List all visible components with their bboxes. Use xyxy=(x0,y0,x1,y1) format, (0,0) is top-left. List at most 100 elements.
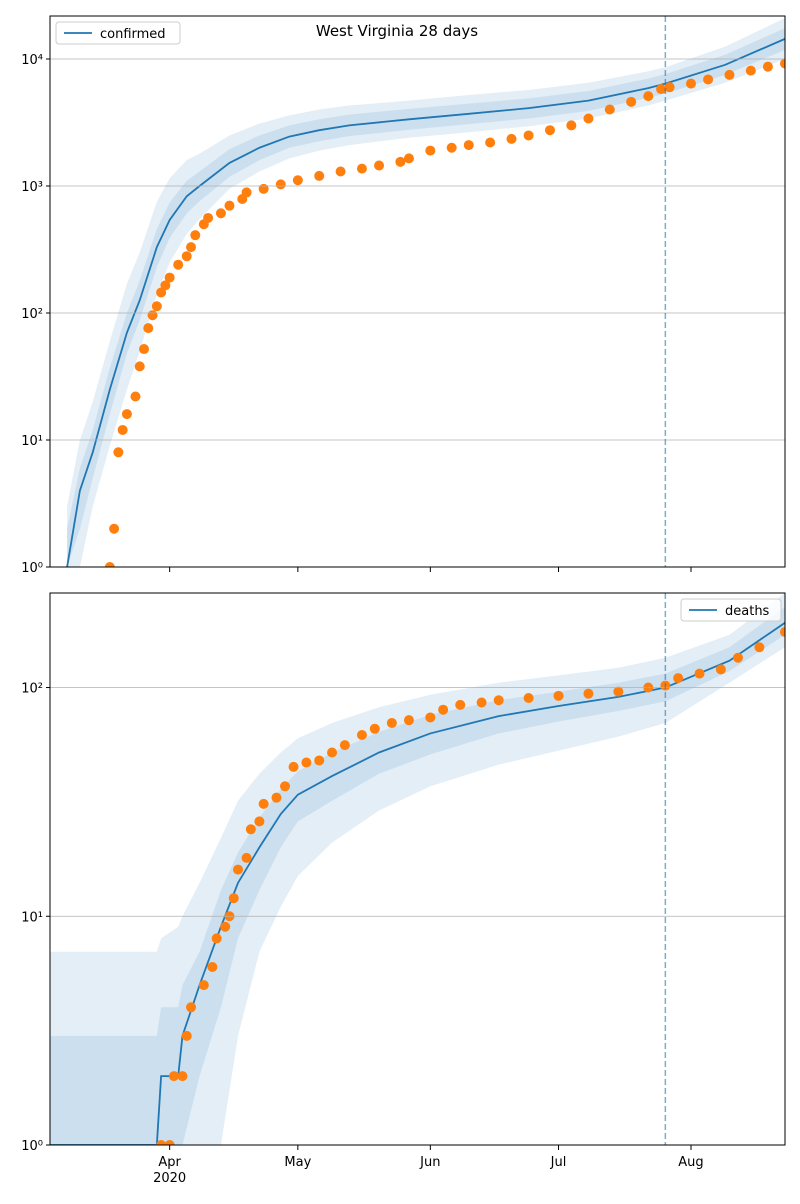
plot-area xyxy=(50,593,785,1145)
observed-point xyxy=(506,133,517,144)
observed-point xyxy=(425,145,436,156)
y-tick-label: 10² xyxy=(21,682,43,697)
observed-point xyxy=(780,626,785,637)
y-tick-label: 10⁰ xyxy=(21,561,43,576)
observed-point xyxy=(446,142,457,153)
observed-point xyxy=(476,697,487,708)
observed-point xyxy=(664,82,675,93)
observed-point xyxy=(762,61,773,72)
observed-point xyxy=(139,344,150,355)
observed-point xyxy=(220,921,231,932)
observed-point xyxy=(715,664,726,675)
observed-point xyxy=(685,78,696,89)
observed-point xyxy=(438,704,449,715)
uncertainty-band xyxy=(67,28,785,567)
y-tick-label: 10² xyxy=(21,307,43,322)
observed-point xyxy=(724,69,735,80)
observed-point xyxy=(566,120,577,131)
chart-title: West Virginia 28 days xyxy=(316,22,478,40)
observed-point xyxy=(301,757,312,768)
observed-point xyxy=(164,272,175,283)
y-tick-label: 10³ xyxy=(21,180,43,195)
observed-point xyxy=(780,58,785,69)
observed-point xyxy=(258,798,269,809)
observed-point xyxy=(224,200,235,211)
legend-label: confirmed xyxy=(100,27,166,42)
observed-point xyxy=(156,1140,167,1145)
observed-point xyxy=(173,259,184,270)
observed-point xyxy=(395,156,406,167)
observed-point xyxy=(369,723,380,734)
observed-point xyxy=(386,717,397,728)
observed-point xyxy=(356,163,367,174)
observed-point xyxy=(613,686,624,697)
observed-point xyxy=(485,137,496,148)
x-year-label: 2020 xyxy=(153,1171,186,1186)
observed-point xyxy=(198,980,209,991)
observed-point xyxy=(275,179,286,190)
observed-point xyxy=(280,781,291,792)
observed-point xyxy=(121,409,132,420)
observed-point xyxy=(181,1030,192,1041)
observed-point xyxy=(583,688,594,699)
observed-point xyxy=(403,153,414,164)
observed-point xyxy=(109,523,120,534)
observed-point xyxy=(143,323,154,334)
observed-point xyxy=(254,816,265,827)
observed-point xyxy=(626,96,637,107)
observed-point xyxy=(314,170,325,181)
observed-point xyxy=(493,695,504,706)
uncertainty-band xyxy=(50,606,785,1145)
observed-point xyxy=(463,140,474,151)
observed-point xyxy=(186,242,197,253)
observed-point xyxy=(271,792,282,803)
y-tick-label: 10⁰ xyxy=(21,1139,43,1154)
observed-point xyxy=(207,962,218,973)
observed-point xyxy=(314,755,325,766)
observed-point xyxy=(327,747,338,758)
observed-point xyxy=(168,1071,179,1082)
observed-point xyxy=(241,852,252,863)
observed-point xyxy=(374,160,385,171)
observed-point xyxy=(245,824,256,835)
observed-point xyxy=(130,391,141,402)
x-tick-label: Aug xyxy=(678,1155,703,1170)
observed-point xyxy=(335,166,346,177)
observed-point xyxy=(703,74,714,85)
observed-point xyxy=(151,301,162,312)
x-tick-label: May xyxy=(284,1155,311,1170)
observed-point xyxy=(160,280,171,291)
observed-point xyxy=(117,424,128,435)
y-tick-label: 10¹ xyxy=(21,434,43,449)
y-tick-label: 10¹ xyxy=(21,910,43,925)
observed-point xyxy=(583,113,594,124)
observed-point xyxy=(694,668,705,679)
observed-point xyxy=(656,84,667,95)
observed-point xyxy=(455,699,466,710)
observed-point xyxy=(228,893,239,904)
model-line xyxy=(50,621,785,1145)
model-line xyxy=(66,38,785,567)
x-tick-label: Jul xyxy=(550,1155,567,1170)
observed-point xyxy=(732,652,743,663)
axes-frame xyxy=(49,15,786,568)
observed-point xyxy=(745,65,756,76)
observed-point xyxy=(425,712,436,723)
y-tick-label: 10⁴ xyxy=(21,53,43,68)
observed-point xyxy=(544,125,555,136)
observed-point xyxy=(292,175,303,186)
observed-point xyxy=(241,187,252,198)
axes-frame xyxy=(49,592,786,1146)
uncertainty-band xyxy=(67,18,785,567)
observed-point xyxy=(190,230,201,241)
observed-point xyxy=(754,642,765,653)
observed-point xyxy=(186,1002,197,1013)
observed-point xyxy=(164,1140,175,1145)
observed-point xyxy=(339,740,350,751)
observed-point xyxy=(147,310,158,321)
observed-point xyxy=(288,761,299,772)
observed-point xyxy=(356,730,367,741)
x-tick-label: Apr xyxy=(158,1155,181,1170)
